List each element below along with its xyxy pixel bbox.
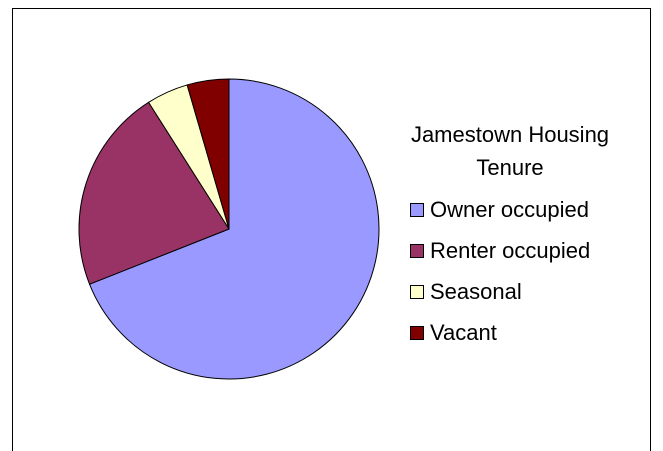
legend-swatch xyxy=(410,285,424,299)
legend-label: Renter occupied xyxy=(430,238,590,263)
legend-swatch xyxy=(410,244,424,258)
legend-label: Seasonal xyxy=(430,279,522,304)
legend-title: Jamestown Housing Tenure xyxy=(410,122,610,180)
legend: Owner occupied Renter occupied Seasonal Vac… xyxy=(410,197,590,345)
legend-swatch xyxy=(410,326,424,340)
legend-label: Owner occupied xyxy=(430,197,589,222)
legend-label: Vacant xyxy=(430,320,497,345)
slice xyxy=(78,101,230,285)
slice xyxy=(186,78,230,230)
legend-swatch xyxy=(410,203,424,217)
slice xyxy=(88,78,380,380)
pie xyxy=(78,78,380,380)
